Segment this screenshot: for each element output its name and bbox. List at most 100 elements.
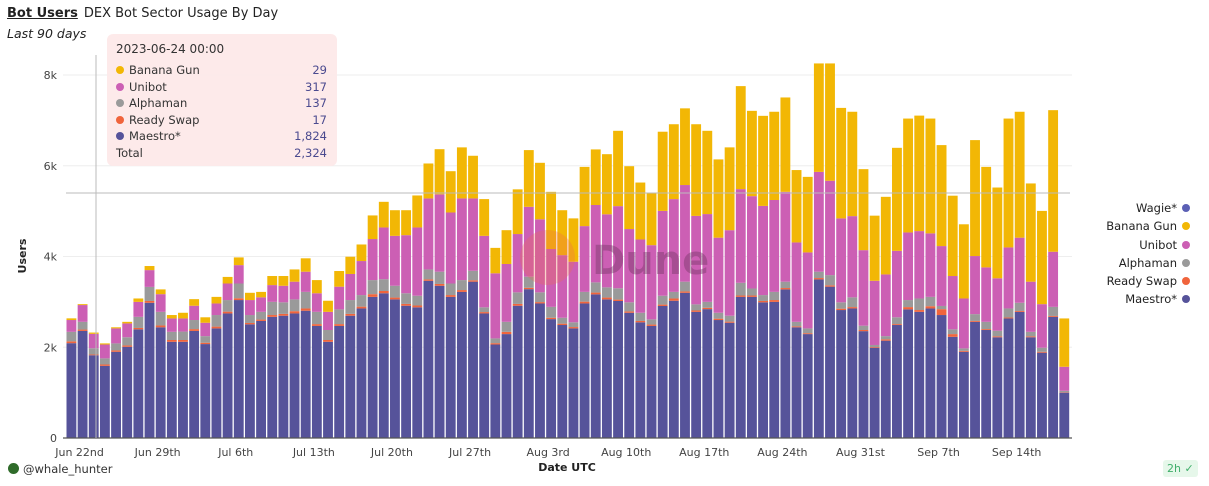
bar-segment-ready-swap [992, 336, 1003, 338]
bar-segment-maestro [1037, 352, 1047, 438]
bar-segment-unibot [267, 285, 278, 302]
bar-segment-ready-swap [289, 311, 300, 314]
bar-segment-maestro [523, 289, 534, 438]
legend-item[interactable]: Banana Gun [1106, 217, 1190, 235]
bar-segment-unibot [434, 194, 445, 272]
bar-segment-unibot [1014, 237, 1025, 303]
bar-segment-banana-gun [947, 195, 958, 277]
bar-segment-unibot [601, 214, 612, 288]
tooltip-series-name: Unibot [129, 79, 167, 94]
y-tick-label: 6k [44, 160, 58, 173]
bar-segment-maestro [892, 325, 902, 438]
bar-segment-unibot [66, 320, 77, 332]
refresh-badge[interactable]: 2h ✓ [1163, 460, 1198, 477]
bar-segment-alphaman [501, 321, 512, 332]
bar-segment-alphaman [646, 319, 657, 325]
bar-segment-alphaman [133, 316, 144, 328]
legend-item[interactable]: Ready Swap [1106, 272, 1190, 290]
bar-segment-alphaman [200, 336, 211, 343]
bar-segment-banana-gun [490, 247, 501, 274]
bar-segment-alphaman [334, 309, 345, 325]
bar-segment-maestro [970, 321, 980, 438]
legend: Wagie* Banana Gun Unibot Alphaman Ready Swap… [1106, 199, 1190, 309]
bar-segment-banana-gun [601, 154, 612, 215]
bar-segment-unibot [390, 235, 400, 286]
query-link[interactable]: Bot Users [7, 6, 78, 21]
bar-segment-banana-gun [847, 111, 858, 217]
bar-segment-ready-swap [1037, 351, 1047, 353]
bar-segment-ready-swap [345, 313, 356, 316]
bar-segment-ready-swap [311, 324, 322, 326]
bar-segment-ready-swap [646, 324, 657, 326]
bar-segment-unibot [557, 255, 568, 318]
bar-segment-unibot [222, 283, 233, 301]
bar-segment-unibot [99, 344, 110, 359]
bar-segment-maestro [155, 327, 166, 438]
bar-segment-alphaman [624, 302, 635, 312]
bar-segment-alphaman [869, 344, 880, 348]
bar-segment-ready-swap [691, 310, 702, 312]
legend-item[interactable]: Wagie* [1106, 199, 1190, 217]
bar-segment-banana-gun [858, 169, 869, 251]
bar-segment-alphaman [1025, 331, 1036, 337]
bar-segment-maestro [222, 313, 233, 438]
bar-segment-unibot [869, 280, 880, 345]
legend-item[interactable]: Unibot [1106, 236, 1190, 254]
bar-segment-banana-gun [746, 110, 757, 197]
bar-segment-unibot [512, 234, 523, 293]
bar-segment-alphaman [378, 279, 389, 291]
bar-segment-ready-swap [590, 292, 601, 295]
bar-segment-alphaman [155, 311, 166, 326]
bar-segment-alphaman [1037, 347, 1047, 352]
bar-segment-ready-swap [122, 345, 133, 347]
bar-segment-unibot [88, 333, 99, 349]
bar-segment-unibot [668, 199, 679, 292]
x-tick-label: Jun 29th [134, 446, 181, 459]
bar-segment-unibot [880, 274, 891, 337]
bar-segment-maestro [244, 324, 255, 438]
bar-segment-ready-swap [468, 280, 478, 282]
bar-segment-ready-swap [256, 319, 266, 321]
bar-segment-unibot [858, 250, 869, 326]
bar-segment-banana-gun [836, 107, 847, 219]
bar-segment-ready-swap [300, 308, 311, 311]
bar-segment-banana-gun [780, 97, 791, 192]
bar-segment-ready-swap [880, 339, 891, 341]
series-dot-icon [116, 82, 124, 91]
bar-segment-alphaman [88, 348, 99, 355]
bar-segment-ready-swap [825, 285, 835, 287]
bar-segment-maestro [992, 337, 1003, 438]
bar-segment-banana-gun [880, 196, 891, 275]
bar-segment-ready-swap [791, 326, 802, 328]
x-tick-label: Aug 3rd [526, 446, 569, 459]
bar-segment-unibot [523, 206, 534, 277]
legend-item[interactable]: Alphaman [1106, 254, 1190, 272]
legend-dot-icon [1182, 295, 1190, 304]
bar-segment-banana-gun [423, 163, 434, 199]
author-link[interactable]: @whale_hunter [23, 462, 113, 476]
bar-segment-maestro [166, 341, 177, 438]
bar-segment-unibot [836, 218, 847, 303]
bar-segment-banana-gun [557, 210, 568, 256]
bar-segment-alphaman [523, 276, 534, 288]
bar-segment-ready-swap [970, 320, 980, 322]
bar-segment-alphaman [613, 288, 623, 300]
bar-segment-alphaman [958, 348, 969, 351]
bar-segment-unibot [1037, 304, 1047, 348]
bar-segment-banana-gun [256, 291, 266, 298]
bar-segment-maestro [691, 311, 702, 438]
bar-segment-maestro [311, 325, 322, 438]
bar-segment-banana-gun [479, 199, 490, 236]
bar-segment-unibot [769, 200, 780, 292]
bar-segment-maestro [211, 328, 222, 438]
bar-segment-maestro [546, 319, 557, 438]
bar-segment-maestro [713, 320, 724, 438]
bar-segment-ready-swap [780, 288, 791, 290]
legend-item[interactable]: Maestro* [1106, 290, 1190, 308]
bar-segment-ready-swap [813, 278, 824, 280]
bar-segment-ready-swap [724, 321, 735, 323]
bar-segment-banana-gun [144, 266, 155, 271]
bar-segment-banana-gun [735, 86, 746, 190]
bar-segment-banana-gun [825, 63, 835, 181]
